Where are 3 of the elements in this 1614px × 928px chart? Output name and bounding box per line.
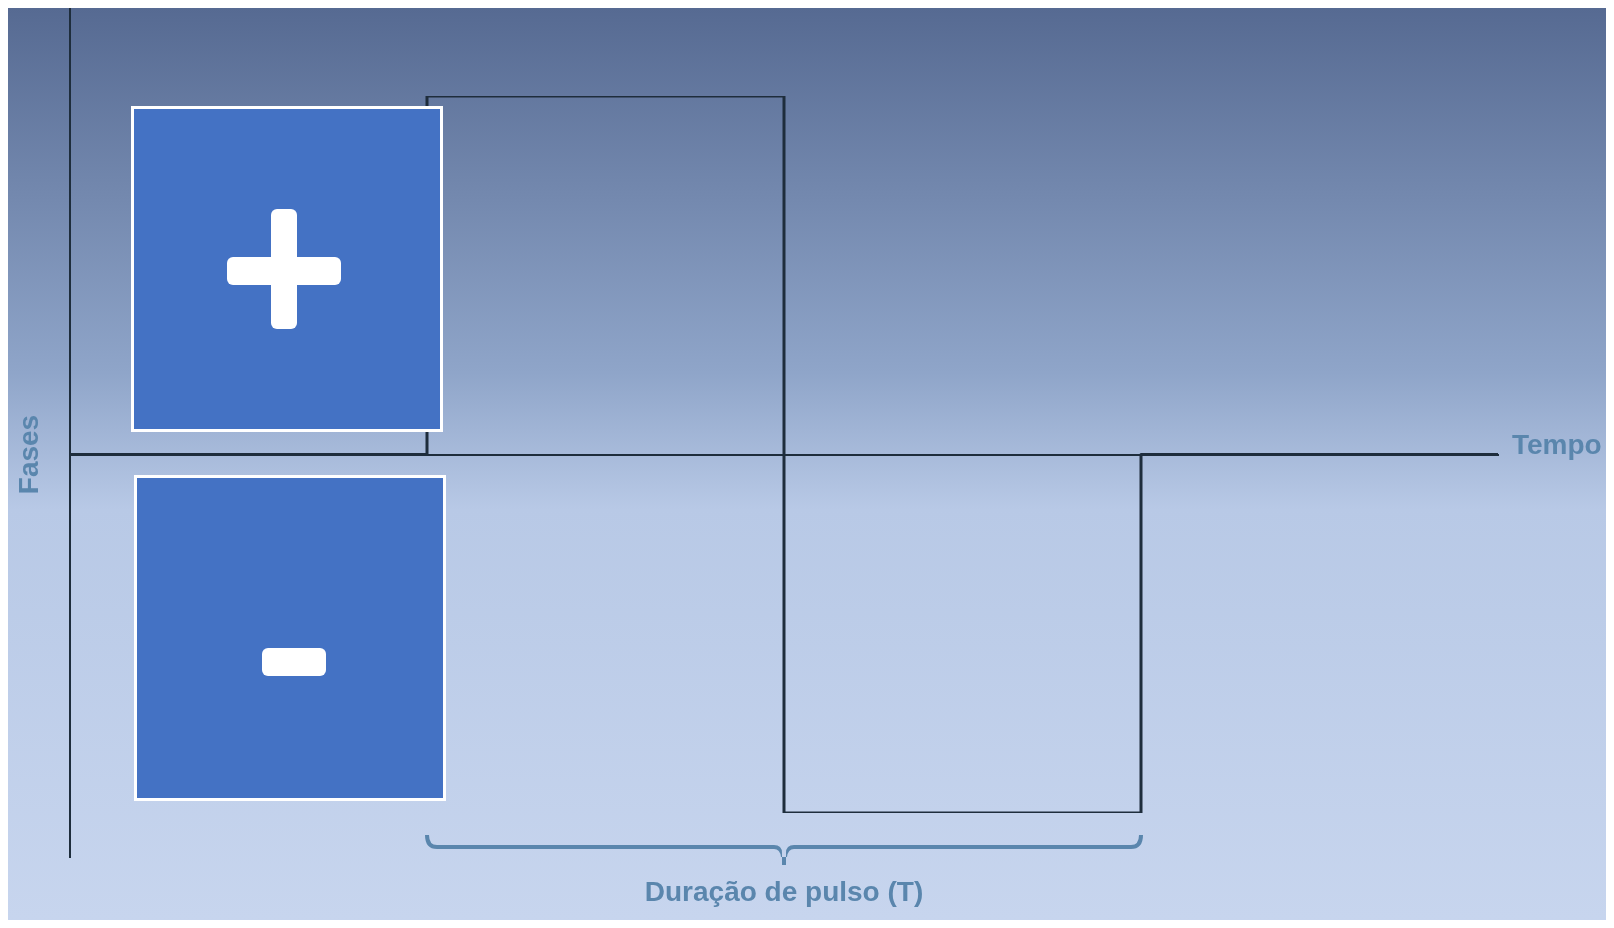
- y-axis-title: Fases: [12, 414, 44, 495]
- x-axis-title: Tempo: [1512, 429, 1602, 461]
- text: Duração de pulso (T): [644, 875, 924, 907]
